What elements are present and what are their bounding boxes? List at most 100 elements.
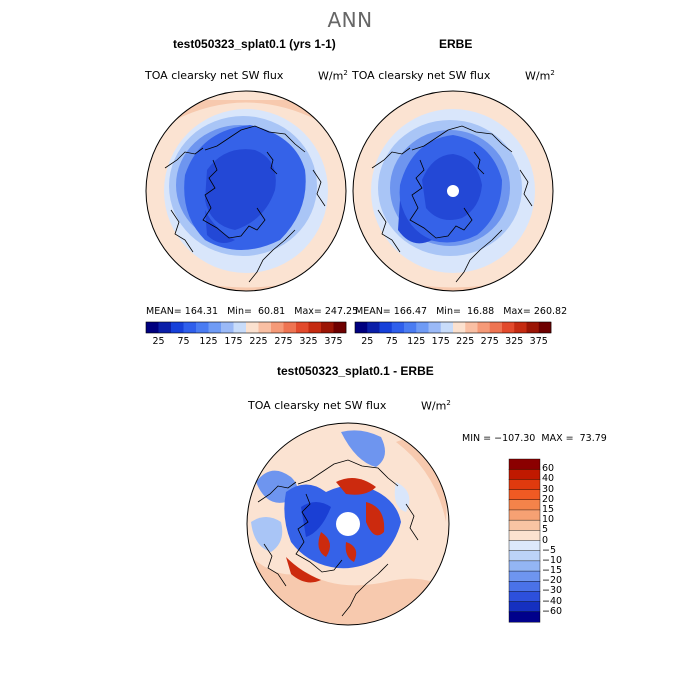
colorbar-swatch [246,322,259,333]
difference-colorbar-tick-label: 30 [542,483,555,495]
colorbar-swatch [489,322,503,333]
colorbar-swatch [465,322,478,333]
difference-colorbar-swatch [508,468,541,480]
colorbar-tick-label: 325 [505,336,524,347]
difference-colorbar-tick-label: 15 [542,503,555,515]
colorbar-swatch [271,322,284,333]
colorbar-tick-label: 75 [385,336,398,347]
difference-colorbar-tick-label: −10 [542,554,563,566]
figure-title: ANN [327,8,373,32]
difference-colorbar-swatch [508,458,541,470]
difference-colorbar-tick-label: −5 [542,544,557,556]
colorbar-swatch [296,322,309,333]
diff-panel-units: W/m2 [421,399,451,413]
difference-colorbar-tick-label: 20 [542,493,555,505]
colorbar-tick-label: 225 [249,336,268,347]
difference-colorbar-swatch [508,530,541,541]
erbe-polar-map [352,90,554,292]
difference-colorbar-tick-label: −60 [542,605,563,617]
difference-colorbar-tick-label: 60 [542,463,555,475]
difference-colorbar [508,458,541,623]
colorbar-tick-label: 375 [324,336,343,347]
difference-polar-map [246,422,450,626]
left-panel-stats: MEAN= 164.31 Min= 60.81 Max= 247.25 [146,306,359,317]
right-panel-units: W/m2 [525,69,555,83]
difference-colorbar-swatch [508,489,541,501]
colorbar-swatch [233,322,247,333]
colorbar-swatch [379,322,393,333]
right-panel-stats: MEAN= 166.47 Min= 16.88 Max= 260.82 [355,306,568,317]
colorbar-swatch [171,322,184,333]
left-panel-units: W/m2 [318,69,348,83]
colorbar-swatch [208,322,222,333]
colorbar-swatch [367,322,380,333]
left-colorbar-ticks: 25 75 125 175 225 275 325 375 [146,336,346,348]
colorbar-swatch [158,322,172,333]
colorbar-swatch [428,322,442,333]
difference-colorbar-tick-label: −20 [542,575,563,587]
right-colorbar-ticks: 25 75 125 175 225 275 325 375 [355,336,551,348]
difference-colorbar-swatch [508,591,541,603]
colorbar-swatch [502,322,515,333]
colorbar-tick-label: 25 [152,336,165,347]
colorbar-tick-label: 275 [274,336,293,347]
colorbar-swatch [514,322,527,333]
colorbar-tick-label: 175 [431,336,450,347]
difference-colorbar-swatch [508,479,541,491]
right-panel-variable-label: TOA clearsky net SW flux [352,69,491,82]
colorbar-swatch [183,322,197,333]
colorbar-tick-label: 125 [199,336,218,347]
difference-colorbar-swatch [508,581,541,592]
colorbar-swatch [391,322,405,333]
colorbar-swatch [258,322,272,333]
colorbar-swatch [308,322,322,333]
right-panel-header: ERBE [439,37,473,51]
difference-colorbar-swatch [508,570,541,582]
left-panel-header: test050323_splat0.1 (yrs 1-1) [173,37,336,51]
left-colorbar [145,321,347,334]
colorbar-swatch [146,322,159,333]
colorbar-swatch [453,322,466,333]
left-panel-variable-label: TOA clearsky net SW flux [145,69,284,82]
difference-colorbar-swatch [508,550,541,562]
difference-colorbar-swatch [508,509,541,521]
diff-panel-minmax: MIN = −107.30 MAX = 73.79 [462,433,607,444]
colorbar-tick-label: 75 [177,336,190,347]
colorbar-swatch [440,322,454,333]
difference-colorbar-swatch [508,499,541,511]
difference-colorbar-swatch [508,601,541,613]
colorbar-swatch [355,322,368,333]
difference-colorbar-tick-label: 10 [542,514,555,526]
colorbar-tick-label: 125 [407,336,426,347]
difference-colorbar-tick-label: 0 [542,534,549,546]
right-colorbar [354,321,552,334]
colorbar-swatch [526,322,540,333]
diff-panel-header: test050323_splat0.1 - ERBE [277,364,434,378]
colorbar-tick-label: 325 [299,336,318,347]
colorbar-tick-label: 175 [224,336,243,347]
difference-colorbar-swatch [508,560,541,572]
colorbar-tick-label: 375 [529,336,548,347]
diff-panel-variable-label: TOA clearsky net SW flux [248,399,387,412]
difference-colorbar-tick-label: −30 [542,585,563,597]
difference-colorbar-tick-label: 5 [542,524,549,536]
model-polar-map [145,90,347,292]
colorbar-swatch [538,322,552,333]
difference-colorbar-swatch [508,540,541,552]
difference-colorbar-tick-label: −15 [542,565,563,577]
colorbar-tick-label: 25 [361,336,374,347]
colorbar-swatch [321,322,334,333]
difference-colorbar-swatch [508,611,541,623]
colorbar-tick-label: 225 [456,336,475,347]
colorbar-swatch [283,322,297,333]
difference-colorbar-tick-label: −40 [542,595,563,607]
difference-colorbar-ticks: 60 40 30 20 15 10 5 0 −5 −10 −15 −20 −30 −40 −60 [542,459,582,622]
colorbar-swatch [196,322,209,333]
colorbar-swatch [221,322,234,333]
colorbar-swatch [477,322,491,333]
colorbar-swatch [404,322,417,333]
colorbar-swatch [333,322,347,333]
colorbar-swatch [416,322,429,333]
difference-colorbar-swatch [508,519,541,531]
colorbar-tick-label: 275 [480,336,499,347]
